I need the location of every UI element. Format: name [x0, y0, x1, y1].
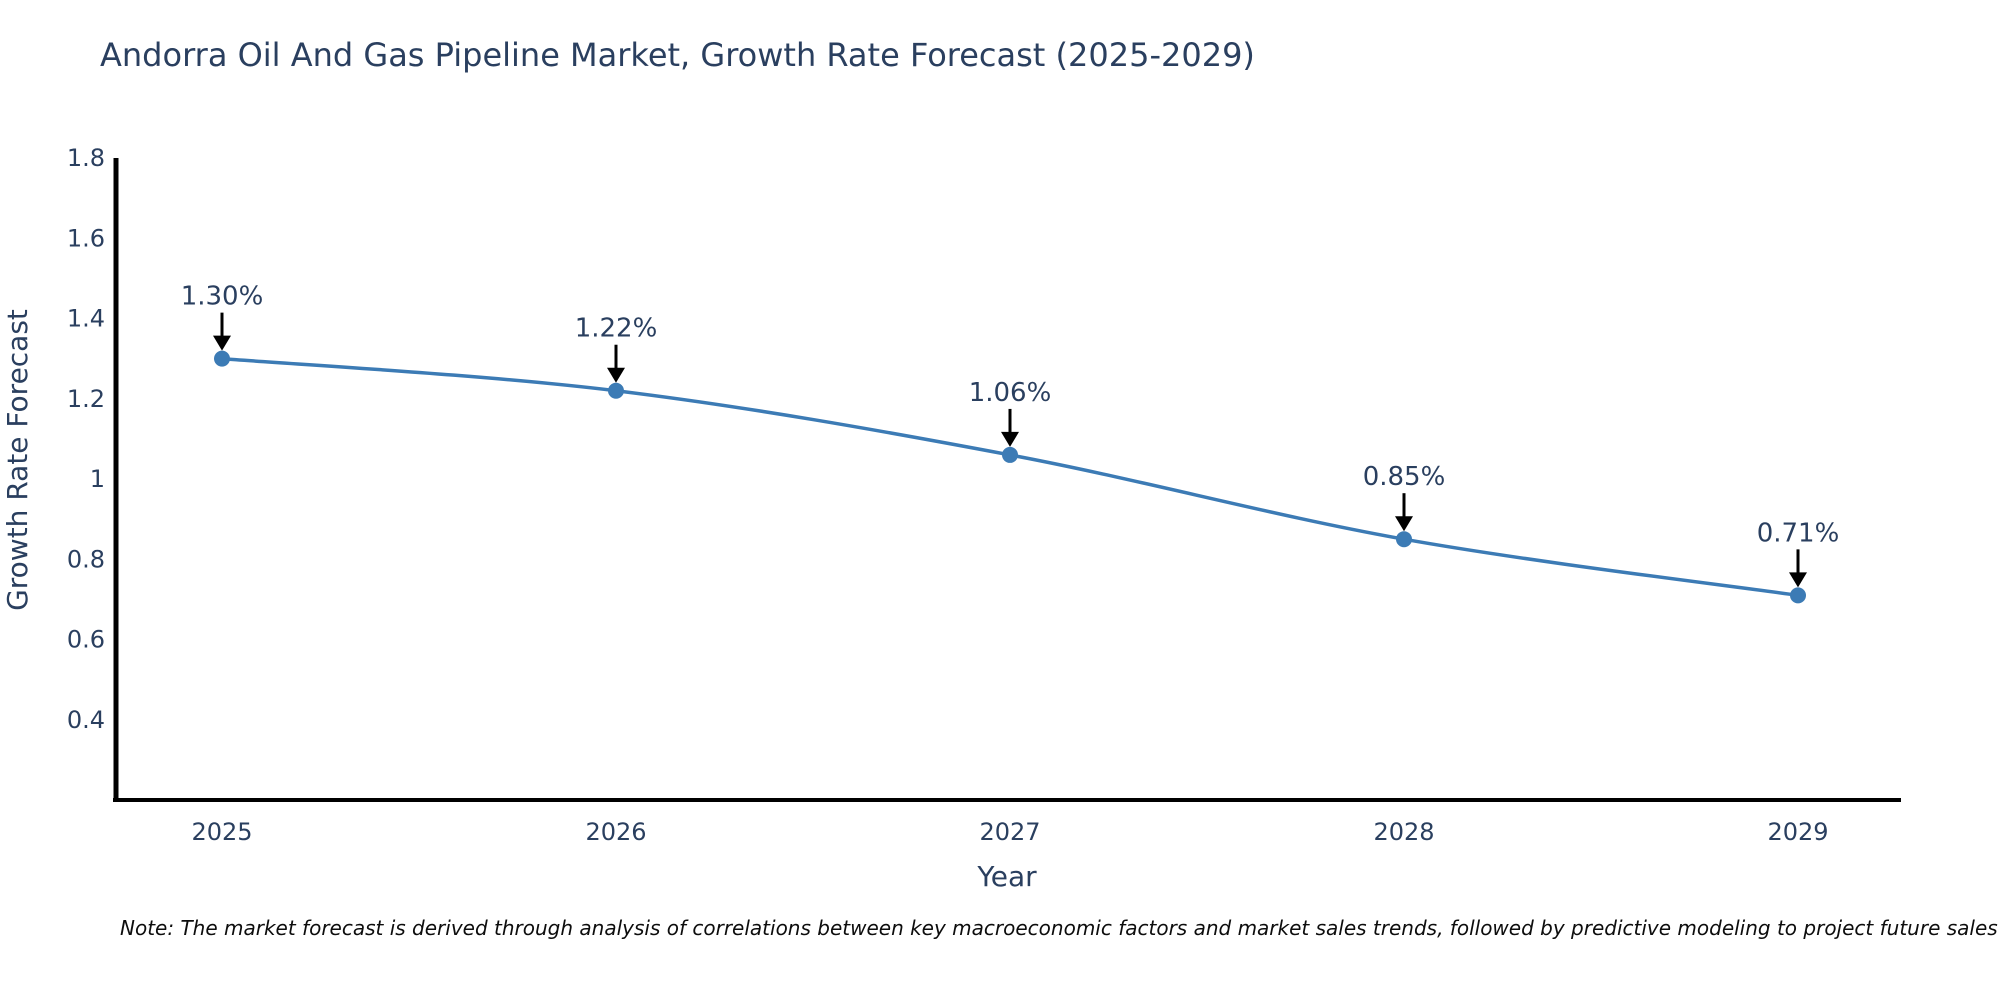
x-tick-label: 2025 — [191, 818, 252, 846]
y-tick-label: 1.8 — [67, 144, 105, 172]
y-axis-title: Growth Rate Forecast — [1, 309, 34, 611]
y-tick-label: 1.2 — [67, 385, 105, 413]
annotation-arrowhead — [1395, 516, 1413, 532]
annotation-arrowhead — [607, 367, 625, 383]
chart-title: Andorra Oil And Gas Pipeline Market, Gro… — [100, 36, 1255, 74]
y-tick-label: 1 — [90, 465, 105, 493]
x-tick-label: 2027 — [979, 818, 1040, 846]
y-tick-label: 0.4 — [67, 706, 105, 734]
data-point-label: 1.22% — [575, 314, 658, 344]
annotation-arrowhead — [1001, 431, 1019, 447]
annotation-arrowhead — [1789, 572, 1807, 588]
data-point-label: 1.30% — [181, 282, 264, 312]
x-tick-label: 2028 — [1373, 818, 1434, 846]
data-point-marker — [1002, 446, 1018, 463]
data-point-label: 0.71% — [1757, 518, 1840, 548]
footnote: Note: The market forecast is derived thr… — [120, 916, 1998, 940]
annotation-arrowhead — [213, 335, 231, 351]
y-tick-label: 0.6 — [67, 626, 105, 654]
data-point-marker — [1790, 587, 1806, 604]
y-tick-label: 0.8 — [67, 545, 105, 573]
data-point-label: 1.06% — [969, 378, 1052, 408]
x-tick-label: 2029 — [1767, 818, 1828, 846]
data-point-marker — [214, 350, 230, 367]
data-point-marker — [1396, 531, 1412, 548]
x-axis-title: Year — [976, 860, 1037, 893]
x-tick-label: 2026 — [585, 818, 646, 846]
y-tick-label: 1.6 — [67, 224, 105, 252]
data-point-label: 0.85% — [1363, 462, 1446, 492]
data-point-marker — [608, 382, 624, 399]
y-tick-label: 1.4 — [67, 305, 105, 333]
